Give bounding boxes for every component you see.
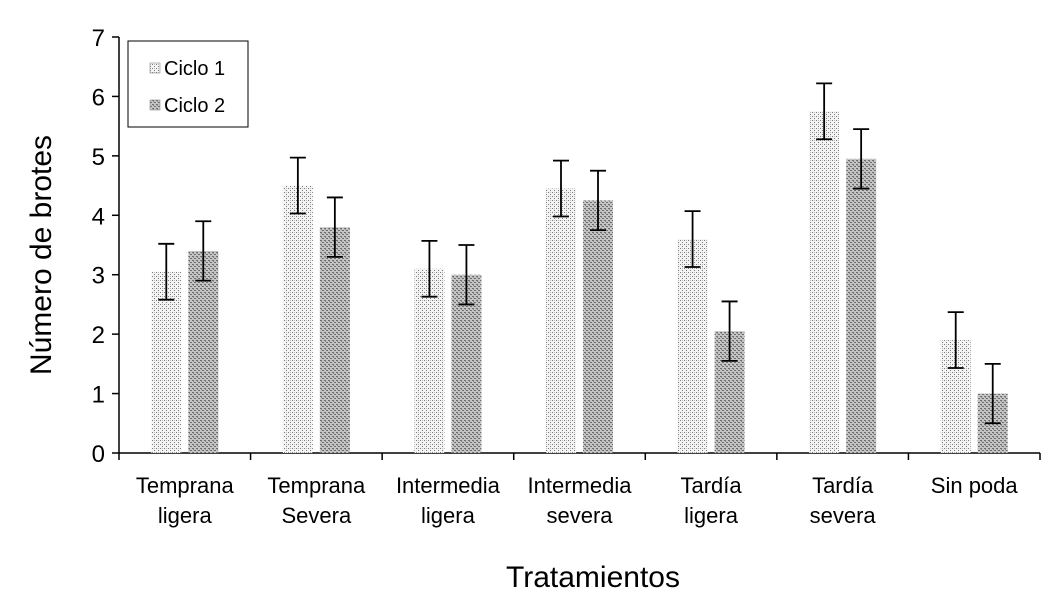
y-tick-label: 1 [92,382,105,409]
legend-swatch-ciclo-1 [149,62,161,74]
y-tick-label: 6 [92,84,105,111]
bar-ciclo-1 [546,188,576,454]
bar-ciclo-2 [188,250,219,453]
x-tick-label: Tardía severa [810,473,877,528]
legend-box [127,40,249,128]
legend: Ciclo 1 Ciclo 2 [127,40,249,128]
x-axis-title: Tratamientos [506,561,680,594]
x-tick-label: Intermedia ligera [396,473,501,528]
y-tick-label: 3 [92,263,105,290]
x-tick-label: Temprana ligera [136,473,235,528]
bar-ciclo-2 [319,227,350,453]
legend-label-ciclo-2: Ciclo 2 [164,95,225,117]
y-tick-label: 2 [92,322,105,349]
bar-ciclo-1 [282,185,313,454]
bar-ciclo-2 [583,200,613,453]
x-tick-label: Temprana Severa [267,473,366,528]
y-tick-label: 5 [92,144,105,171]
bar-ciclo-1 [677,239,708,453]
x-tick-label: Intermedia severa [528,473,633,528]
y-tick-label: 4 [92,203,105,230]
bar-ciclo-2 [846,158,877,454]
bar-ciclo-1 [414,268,445,453]
legend-label-ciclo-1: Ciclo 1 [164,58,225,80]
plot-area: 0 1 2 3 4 5 6 7 Temprana ligera Temprana Severa Inte… [92,25,1041,528]
y-tick-label: 7 [92,25,105,52]
bar-ciclo-1 [151,271,182,453]
bar-ciclo-1 [809,111,840,454]
x-tick-label: Sin poda [931,473,1019,498]
legend-swatch-ciclo-2 [149,99,161,111]
y-axis-title: Número de brotes [25,135,58,375]
y-tick-label: 0 [92,441,105,468]
x-tick-label: Tardía ligera [680,473,742,528]
